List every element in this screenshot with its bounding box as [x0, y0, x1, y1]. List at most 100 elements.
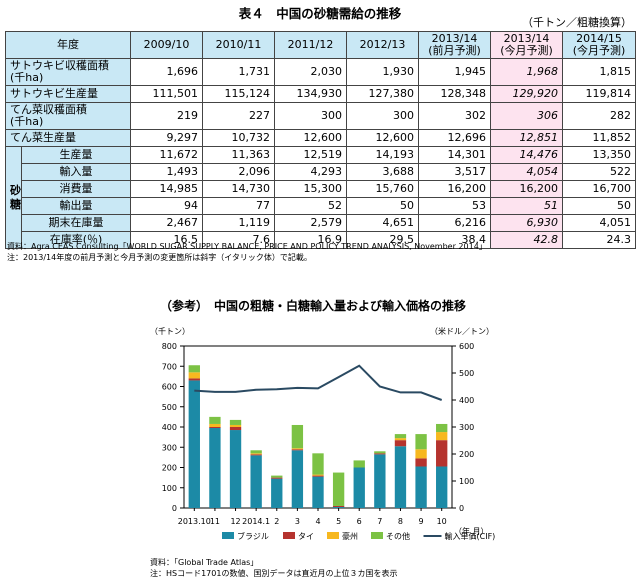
table-cell: 4,293: [274, 163, 347, 181]
table-cell: 3,688: [346, 163, 419, 181]
bar-segment: [415, 434, 427, 450]
bar-segment: [291, 424, 304, 449]
x-tick-label: 7: [377, 517, 382, 526]
table-cell: 12,600: [274, 129, 347, 147]
table-cell: 14,476: [490, 146, 563, 164]
legend-label: その他: [386, 531, 410, 541]
row-label: てん菜生産量: [5, 129, 131, 147]
table-row: 消費量 14,985 14,730 15,300 15,760 16,200 16,200 1…: [6, 180, 636, 198]
table-header-cell: 2014/15 (今月予測): [562, 31, 636, 59]
table-cell: 302: [418, 102, 491, 130]
table-cell: 111,501: [130, 85, 203, 103]
legend-label: タイ: [298, 532, 314, 541]
table-cell: 13,350: [562, 146, 636, 164]
bar-segment: [312, 474, 324, 476]
bar-segment: [332, 472, 345, 506]
table-cell: 14,730: [202, 180, 275, 198]
table-header-cell: 2012/13: [346, 31, 419, 59]
table-header-cell: 2013/14 (今月予測): [490, 31, 563, 59]
bar-segment: [312, 475, 324, 477]
table-cell: 306: [490, 102, 563, 130]
x-tick-label: 2014.1: [242, 517, 270, 526]
left-tick-label: 600: [162, 383, 177, 392]
table-cell: 42.8: [490, 231, 563, 249]
table-cell: 16.9: [274, 231, 347, 249]
table-row: 砂糖生産量 11,672 11,363 12,519 14,193 14,301 14,47…: [5, 146, 636, 249]
bar-segment: [415, 466, 427, 508]
x-tick-label: 2: [274, 517, 279, 526]
row-label: サトウキビ生産量: [5, 85, 131, 103]
bar-segment: [394, 438, 407, 441]
chart-note: 注：HSコード1701の数値、国別データは直近月の上位３カ国を表示: [150, 568, 397, 578]
table-cell: 77: [202, 197, 275, 215]
bar-segment: [415, 449, 427, 459]
row-label: 生産量: [21, 146, 131, 164]
bar-segment: [394, 434, 407, 439]
table-cell: 14,301: [418, 146, 491, 164]
table-cell: 2,579: [274, 214, 347, 232]
left-tick-label: 800: [162, 342, 177, 351]
legend-swatch: [283, 532, 295, 539]
table-row: 輸出量 94 77 52 50 53 51 50: [6, 197, 636, 215]
left-tick-label: 0: [172, 504, 177, 513]
table-cell: 12,696: [418, 129, 491, 147]
left-axis-label: （千トン）: [150, 326, 190, 336]
row-label: 在庫率(％): [21, 231, 131, 249]
x-tick-label: 12: [230, 517, 240, 526]
table-row: 輸入量 1,493 2,096 4,293 3,688 3,517 4,054 522: [6, 163, 636, 181]
table-cell: 129,920: [490, 85, 563, 103]
table-cell: 119,814: [562, 85, 636, 103]
table-cell: 227: [202, 102, 275, 130]
table-cell: 1,945: [418, 58, 491, 86]
bar-segment: [188, 378, 200, 381]
table-row: サトウキビ生産量 111,501 115,124 134,930 127,380 128,…: [5, 85, 636, 103]
table-cell: 115,124: [202, 85, 275, 103]
bar-segment: [188, 372, 200, 379]
bar-segment: [250, 450, 262, 454]
table-cell: 219: [130, 102, 203, 130]
legend-swatch: [327, 532, 339, 539]
import-chart: 0 100 200 300 400 500 600 700 800 0 100 200 300 400 50…: [150, 326, 495, 578]
x-tick-label: 4: [315, 517, 320, 526]
table-unit: （千トン／粗糖換算）: [522, 16, 632, 29]
bar-segment: [436, 440, 448, 467]
table-cell: 1,493: [130, 163, 203, 181]
table-header-cell: 2010/11: [202, 31, 275, 59]
table-cell: 1,696: [130, 58, 203, 86]
table-cell: 15,300: [274, 180, 347, 198]
left-tick-label: 500: [162, 403, 177, 412]
x-tick-label: 9: [419, 517, 424, 526]
right-tick-label: 200: [459, 450, 474, 459]
bar-segment: [250, 454, 262, 456]
table-cell: 14,985: [130, 180, 203, 198]
table-cell: 300: [274, 102, 347, 130]
bar-segment: [374, 454, 386, 508]
bar-segment: [250, 453, 262, 455]
bar-segment: [271, 478, 283, 508]
x-tick-label: 8: [398, 517, 403, 526]
table-row: 期末在庫量 2,467 1,119 2,579 4,651 6,216 6,930 4,051: [6, 214, 636, 232]
table-cell: 16,700: [562, 180, 636, 198]
table-cell: 4,051: [562, 214, 636, 232]
table-header-cell: 2013/14 (前月予測): [418, 31, 491, 59]
table-cell: 4,054: [490, 163, 563, 181]
bar-segment: [291, 448, 304, 450]
table-cell: 53: [418, 197, 491, 215]
table-cell: 2,467: [130, 214, 203, 232]
legend-label: ブラジル: [237, 531, 269, 541]
bar-segment: [188, 380, 200, 508]
table-cell: 12,600: [346, 129, 419, 147]
table-cell: 4,651: [346, 214, 419, 232]
x-tick-label: 10: [437, 517, 447, 526]
table-cell: 282: [562, 102, 636, 130]
right-axis-label: （米ドル／トン）: [430, 326, 494, 336]
bar-segment: [312, 453, 324, 475]
table-row: てん菜生産量 9,297 10,732 12,600 12,600 12,696 12,85…: [5, 129, 636, 147]
table-cell: 134,930: [274, 85, 347, 103]
table-cell: 15,760: [346, 180, 419, 198]
bar-segment: [374, 453, 386, 455]
table-header-cell: 年度: [5, 31, 131, 59]
table-cell: 51: [490, 197, 563, 215]
table-row: 在庫率(％) 16.5 7.6 16.9 29.5 38.4 42.8 24.3: [6, 231, 636, 249]
table-cell: 127,380: [346, 85, 419, 103]
